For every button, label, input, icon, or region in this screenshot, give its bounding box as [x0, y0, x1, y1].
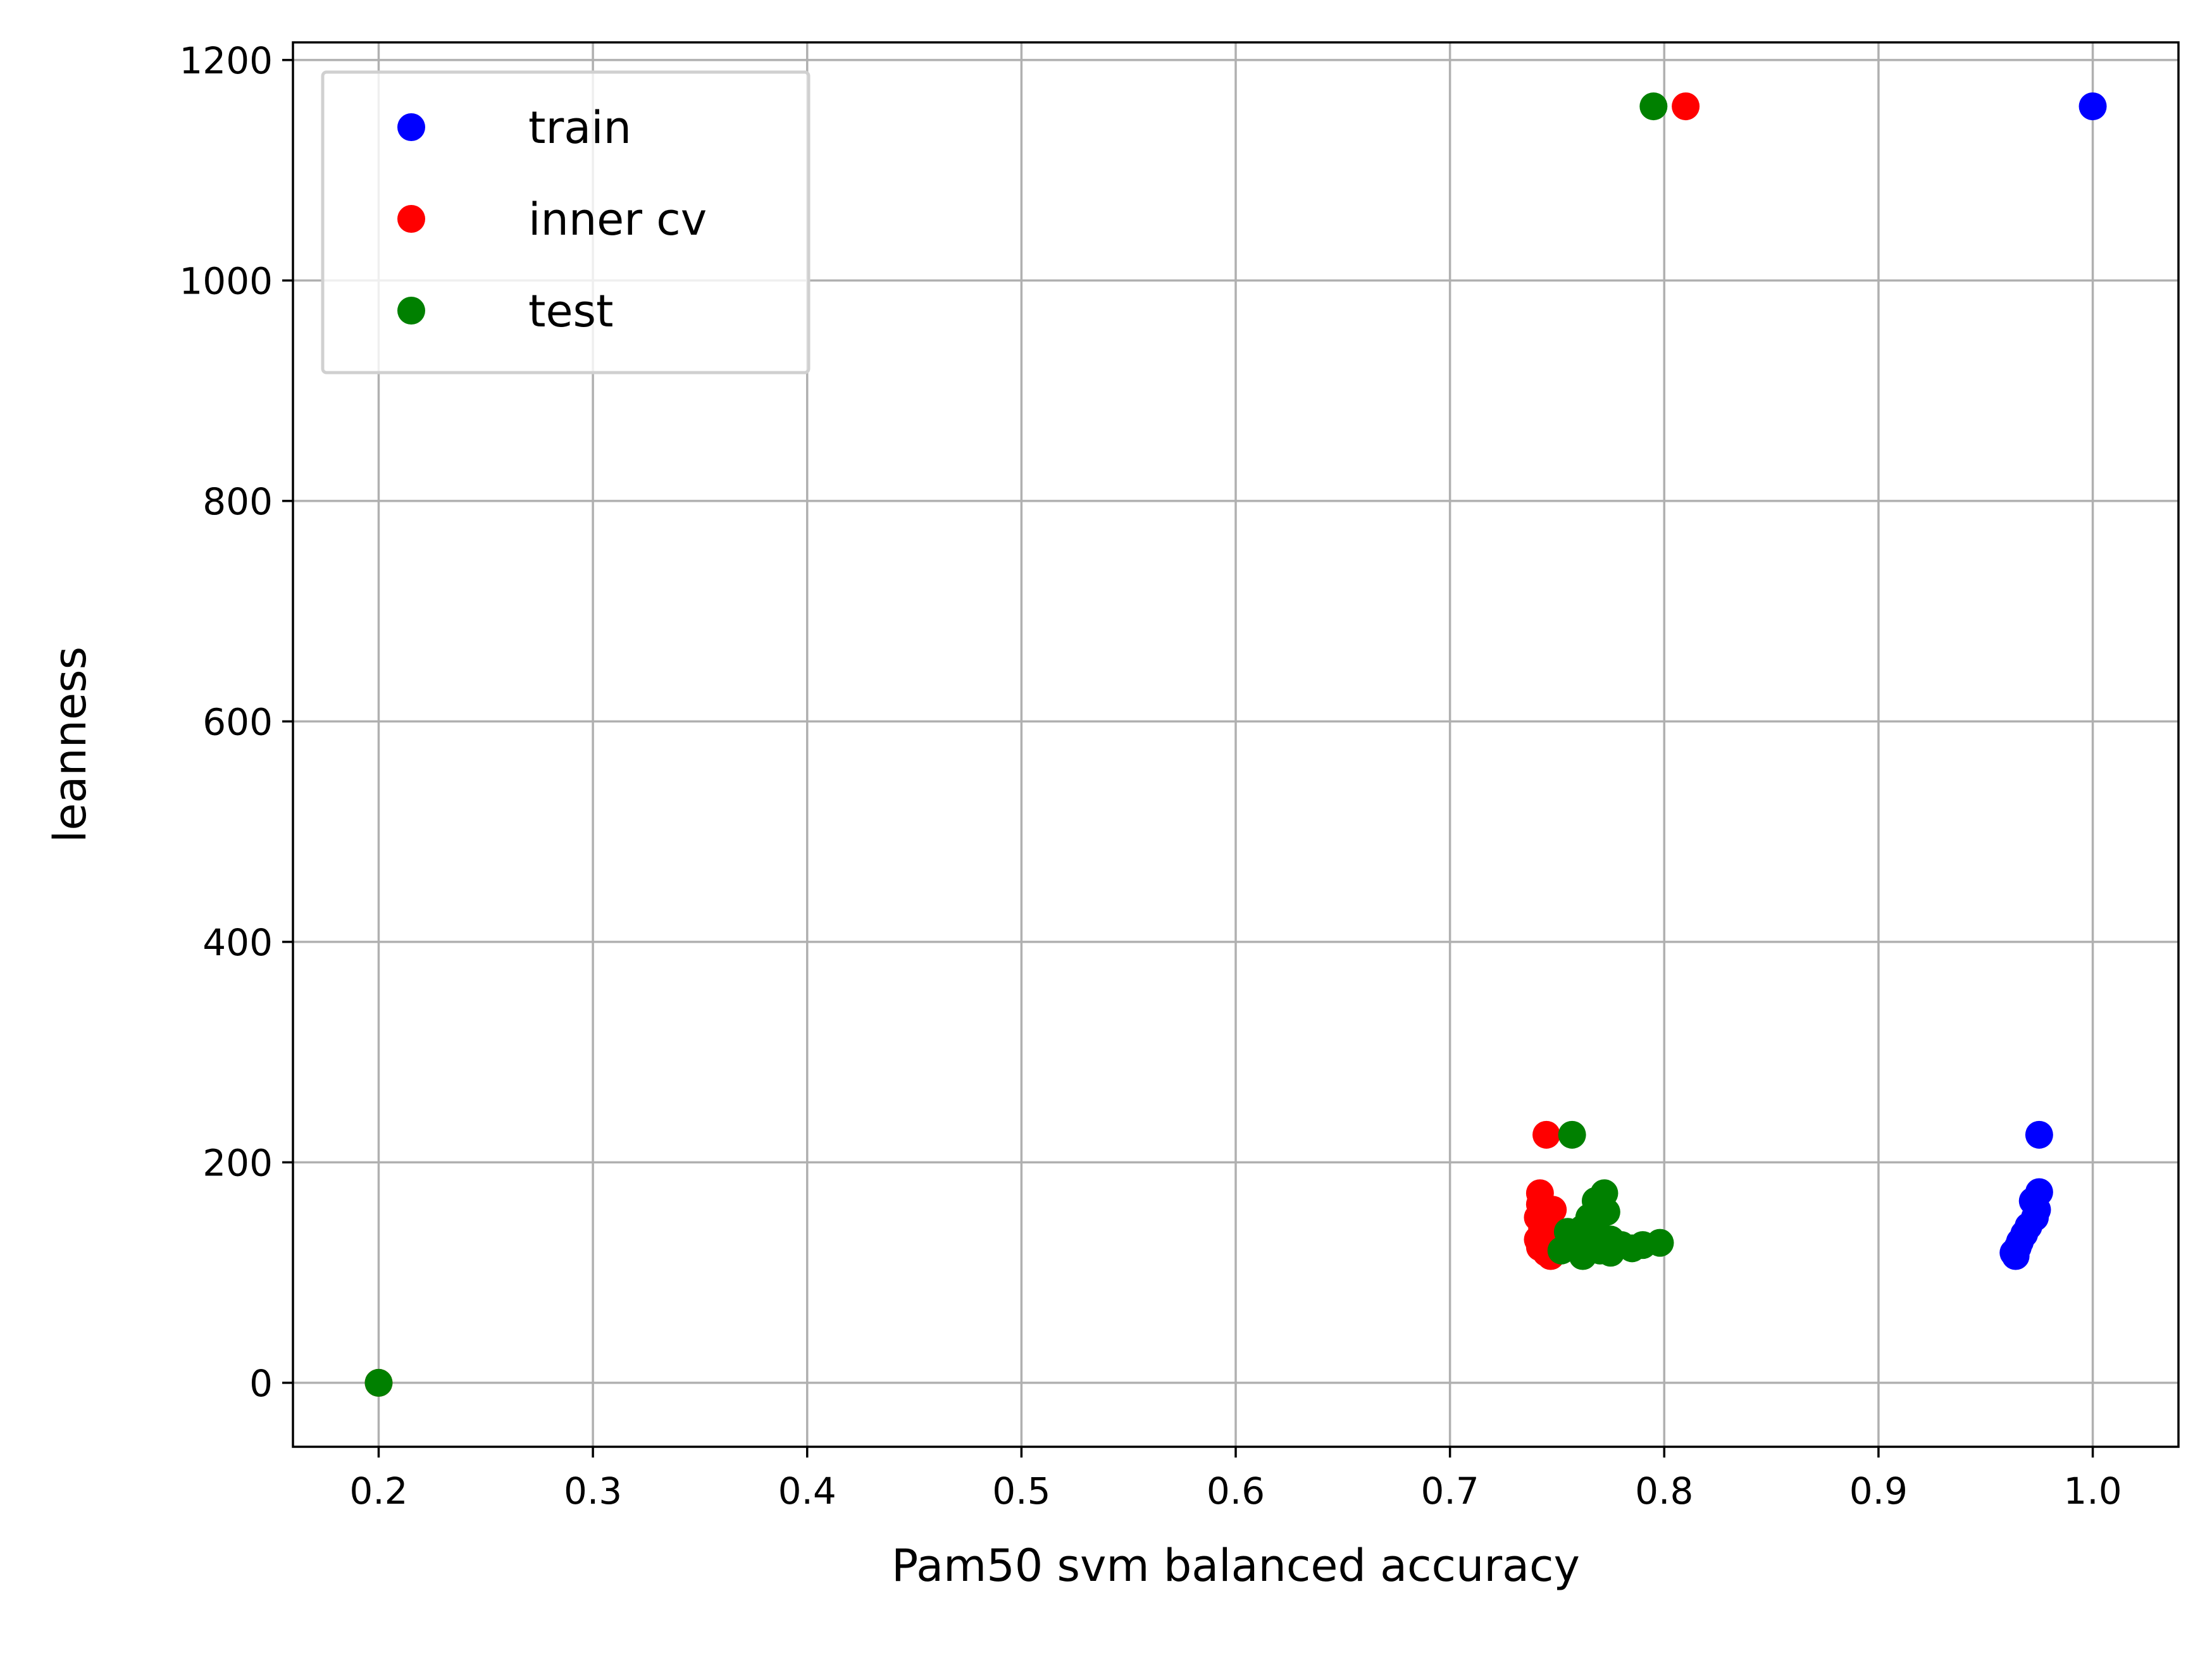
x-tick-label: 1.0 — [2063, 1470, 2122, 1513]
legend-box — [321, 70, 811, 375]
data-point — [2078, 92, 2107, 121]
x-tick-label: 0.8 — [1635, 1470, 1693, 1513]
series-train — [1999, 92, 2107, 1270]
y-tick-label: 400 — [202, 921, 273, 964]
x-tick-label: 0.6 — [1207, 1470, 1265, 1513]
legend-marker — [397, 113, 425, 141]
x-tick-label: 0.4 — [778, 1470, 836, 1513]
y-tick-label: 1200 — [179, 39, 273, 82]
data-point — [1532, 1120, 1561, 1149]
x-tick-label: 0.2 — [349, 1470, 407, 1513]
data-points — [364, 92, 2107, 1397]
data-point — [1646, 1229, 1674, 1257]
y-tick-label: 1000 — [179, 259, 273, 302]
data-point — [364, 1368, 393, 1397]
y-tick-label: 200 — [202, 1141, 273, 1184]
y-axis-label: leanness — [44, 647, 96, 843]
legend-label: inner cv — [528, 194, 707, 245]
data-point — [1558, 1120, 1586, 1149]
legend: train inner cv test — [321, 70, 811, 375]
data-point — [1586, 1236, 1614, 1265]
x-tick-label: 0.7 — [1421, 1470, 1479, 1513]
series-test — [364, 92, 1674, 1397]
y-tick-label: 800 — [202, 480, 273, 523]
data-point — [1672, 92, 1700, 121]
data-point — [1560, 1223, 1589, 1251]
y-tick-label: 600 — [202, 700, 273, 743]
x-tick-label: 0.5 — [992, 1470, 1050, 1513]
x-tick-label: 0.3 — [564, 1470, 622, 1513]
data-point — [1639, 92, 1668, 121]
legend-label: train — [528, 102, 631, 154]
legend-marker — [397, 297, 425, 325]
data-point — [1539, 1196, 1567, 1224]
x-tick-label: 0.9 — [1849, 1470, 1908, 1513]
data-point — [2025, 1120, 2053, 1149]
series-inner-cv — [364, 92, 1700, 1397]
data-point — [2001, 1242, 2030, 1270]
axis-ticks: 0.2 0.3 0.4 0.5 0.6 0.7 0.8 0.9 1.0 0 200 400 600 800… — [179, 39, 2122, 1513]
y-tick-label: 0 — [249, 1362, 273, 1405]
legend-label: test — [528, 285, 613, 337]
x-axis-label: Pam50 svm balanced accuracy — [892, 1540, 1580, 1592]
legend-marker — [397, 205, 425, 233]
